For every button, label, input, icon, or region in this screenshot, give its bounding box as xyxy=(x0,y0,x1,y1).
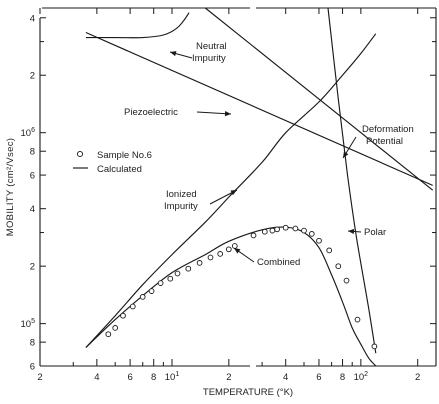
arrow-head xyxy=(170,51,177,57)
annotation-deformation: Deformation xyxy=(362,124,414,135)
sample-data-point xyxy=(354,316,361,323)
y-tick-label: 4 xyxy=(30,13,35,24)
y-axis-label: MOBILITY (cm²/Vsec) xyxy=(5,138,16,236)
sample-data-point xyxy=(139,294,146,300)
y-tick-label: 4 xyxy=(30,204,35,215)
sample-data-point xyxy=(231,243,238,249)
deformation-potential-curve xyxy=(204,7,434,191)
y-tick-label: 8 xyxy=(30,147,35,158)
y-tick-label: 6 xyxy=(30,362,35,373)
chart-curves xyxy=(85,7,434,367)
x-tick-label: 8 xyxy=(340,372,345,383)
y-tick-label: 6 xyxy=(30,171,35,182)
arrow-head xyxy=(224,111,231,117)
sample-data-point xyxy=(343,277,350,284)
x-axis-label: TEMPERATURE (°K) xyxy=(203,387,293,398)
x-tick-label: 101 xyxy=(165,371,180,383)
legend-label-sample-no-6: Sample No.6 xyxy=(97,150,152,161)
y-tick-label: 8 xyxy=(30,338,35,349)
sample-data-point xyxy=(174,270,181,277)
x-tick-label: 2 xyxy=(415,372,420,383)
sample-data-point xyxy=(308,231,315,237)
annotation-impurity: Impurity xyxy=(164,201,198,212)
y-tick-label: 2 xyxy=(30,71,35,82)
arrow-head xyxy=(343,151,349,158)
x-tick-label: 4 xyxy=(94,372,99,383)
x-tick-label: 2 xyxy=(37,372,42,383)
sample-data-point xyxy=(157,280,164,286)
sample-data-point xyxy=(274,226,280,233)
sample-data-point xyxy=(148,288,155,294)
sample-data-point xyxy=(282,224,289,231)
ionized-impurity-curve xyxy=(85,33,377,348)
sample-data-point xyxy=(335,263,342,270)
annotation-impurity: Impurity xyxy=(192,53,226,64)
annotation-piezoelectric: Piezoelectric xyxy=(124,107,178,118)
chart-axes: 2 4 6 8 101 2 4 6 8 102 268105246810624TEMPERATURE… xyxy=(5,7,437,398)
sample-data-point xyxy=(217,251,224,257)
annotation-potential: Potential xyxy=(366,136,403,147)
chart-labels: NeutralImpurityPiezoelectricDeformationP… xyxy=(124,41,414,268)
x-tick-label: 6 xyxy=(127,372,132,383)
sample-data-point xyxy=(301,227,307,234)
sample-data-point xyxy=(326,247,333,254)
sample-data-point xyxy=(225,246,232,253)
annotation-combined: Combined xyxy=(257,257,300,268)
sample-data-point xyxy=(261,228,268,235)
sample-data-point xyxy=(250,232,257,239)
annotation-neutral: Neutral xyxy=(196,41,227,52)
legend-circle-marker xyxy=(76,150,84,158)
sample-data-point xyxy=(316,237,322,244)
piezoelectric-curve xyxy=(85,31,433,186)
annotation-polar: Polar xyxy=(364,227,386,238)
sample-data-point xyxy=(207,254,214,261)
polar-curve xyxy=(327,7,377,354)
neutral-impurity-curve xyxy=(85,12,190,39)
sample-data-point xyxy=(105,331,112,338)
sample-points xyxy=(105,224,378,350)
sample-data-point xyxy=(185,265,192,272)
arrow-head xyxy=(230,190,237,196)
chart-legend: Sample No.6 Calculated xyxy=(73,150,152,175)
y-tick-label: 105 xyxy=(21,318,36,330)
arrow-head xyxy=(234,248,241,254)
sample-data-point xyxy=(129,303,136,310)
sample-data-point xyxy=(120,312,126,319)
y-tick-label: 2 xyxy=(30,262,35,273)
sample-data-point xyxy=(269,227,276,234)
x-tick-label: 8 xyxy=(151,372,156,383)
legend-label-calculated: Calculated xyxy=(97,164,142,175)
arrow-head xyxy=(348,228,355,235)
x-tick-label: 4 xyxy=(283,372,288,383)
sample-data-point xyxy=(292,225,299,232)
annotation-ionized: Ionized xyxy=(166,189,197,200)
sample-data-point xyxy=(112,325,119,331)
x-tick-label: 102 xyxy=(354,371,369,383)
sample-data-point xyxy=(196,260,203,266)
x-tick-label: 6 xyxy=(316,372,321,383)
sample-data-point xyxy=(167,275,174,282)
y-tick-label: 106 xyxy=(21,127,36,139)
sample-data-point xyxy=(371,343,378,350)
x-tick-label: 2 xyxy=(226,372,231,383)
